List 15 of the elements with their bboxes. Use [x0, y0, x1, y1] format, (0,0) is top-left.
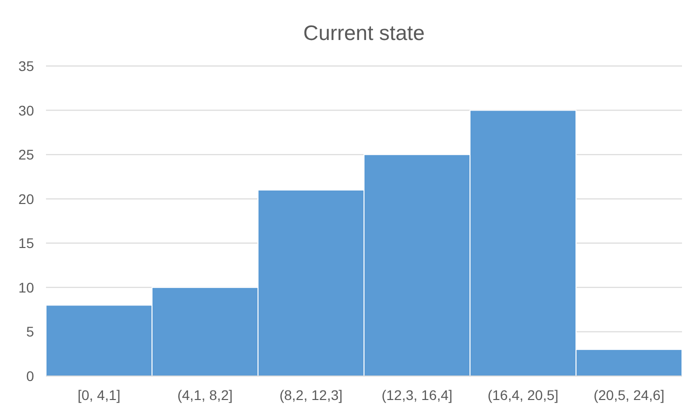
x-tick-label: [0, 4,1] — [78, 387, 120, 403]
x-tick-label: (16,4, 20,5] — [488, 387, 558, 403]
y-tick-label: 25 — [18, 146, 34, 163]
y-tick-label: 20 — [18, 190, 34, 207]
y-tick-label: 35 — [18, 58, 34, 74]
y-tick-label: 10 — [18, 279, 34, 296]
x-tick-label: (8,2, 12,3] — [279, 387, 343, 403]
y-tick-label: 0 — [26, 368, 34, 384]
x-tick-label: (4,1, 8,2] — [177, 387, 233, 403]
x-tick-label: (12,3, 16,4] — [382, 387, 452, 403]
y-tick-label: 30 — [18, 102, 34, 118]
x-tick-label: (20,5, 24,6] — [594, 387, 664, 403]
y-tick-label: 15 — [18, 235, 34, 252]
chart-title: Current state — [303, 22, 425, 45]
y-tick-label: 5 — [26, 324, 34, 340]
